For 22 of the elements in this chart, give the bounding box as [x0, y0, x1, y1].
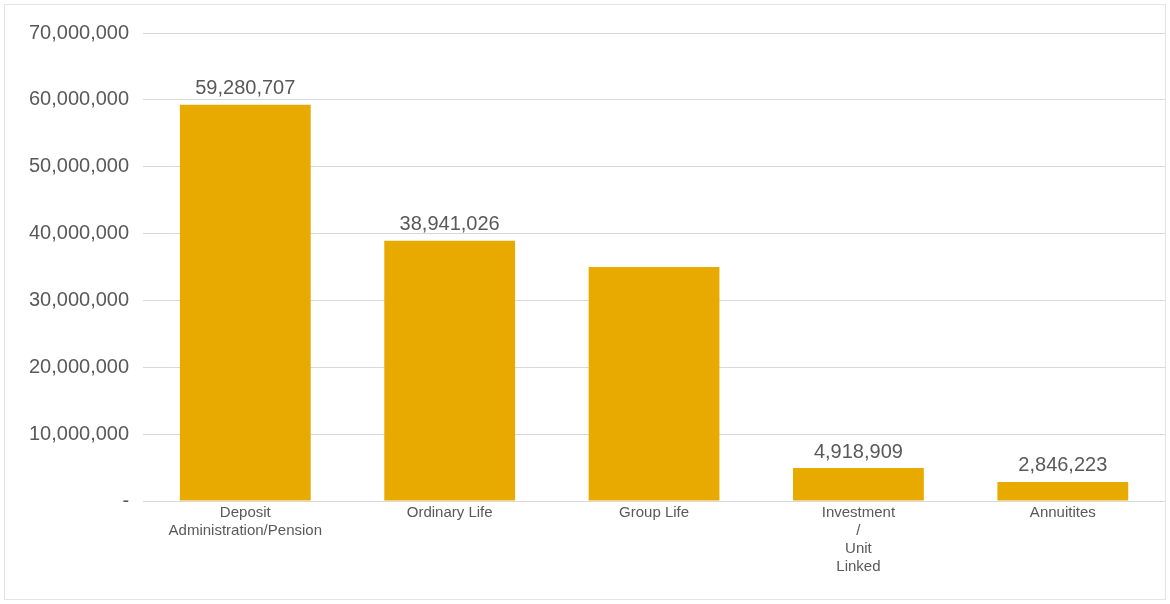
x-tick-label: Investment / Unit Linked	[821, 503, 896, 575]
y-tick-label: 40,000,000	[28, 221, 130, 244]
y-tick-label: 20,000,000	[28, 354, 130, 377]
y-tick-label: -	[122, 488, 130, 511]
x-tick-label: Deposit Administration/Pension	[168, 503, 322, 539]
bar	[179, 104, 311, 501]
x-tick-label: Ordinary Life	[406, 503, 493, 521]
x-tick-label: Annuitites	[1029, 503, 1096, 521]
y-tick-label: 50,000,000	[28, 154, 130, 177]
y-tick-label: 60,000,000	[28, 87, 130, 110]
data-label: 2,846,223	[1018, 453, 1108, 476]
bar	[588, 267, 720, 501]
y-tick-label: 10,000,000	[28, 421, 130, 444]
data-label: 4,918,909	[813, 439, 903, 462]
bar	[384, 240, 516, 501]
y-tick-label: 30,000,000	[28, 287, 130, 310]
x-tick-label: Group Life	[619, 503, 690, 521]
data-label: 38,941,026	[399, 212, 500, 235]
bar	[997, 481, 1129, 501]
data-label: 59,280,707	[195, 76, 296, 99]
bar	[793, 468, 924, 501]
y-tick-label: 70,000,000	[28, 20, 130, 43]
